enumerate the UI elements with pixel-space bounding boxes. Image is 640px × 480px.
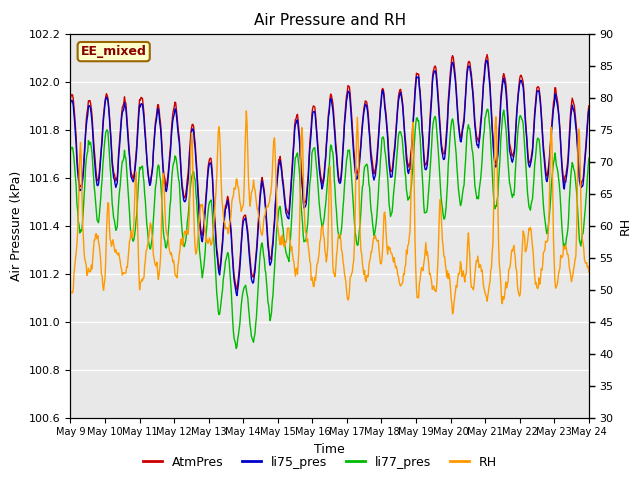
Y-axis label: Air Pressure (kPa): Air Pressure (kPa) bbox=[10, 170, 23, 281]
Y-axis label: RH: RH bbox=[619, 216, 632, 235]
Text: EE_mixed: EE_mixed bbox=[81, 45, 147, 58]
Title: Air Pressure and RH: Air Pressure and RH bbox=[253, 13, 406, 28]
X-axis label: Time: Time bbox=[314, 443, 345, 456]
Legend: AtmPres, li75_pres, li77_pres, RH: AtmPres, li75_pres, li77_pres, RH bbox=[138, 451, 502, 474]
